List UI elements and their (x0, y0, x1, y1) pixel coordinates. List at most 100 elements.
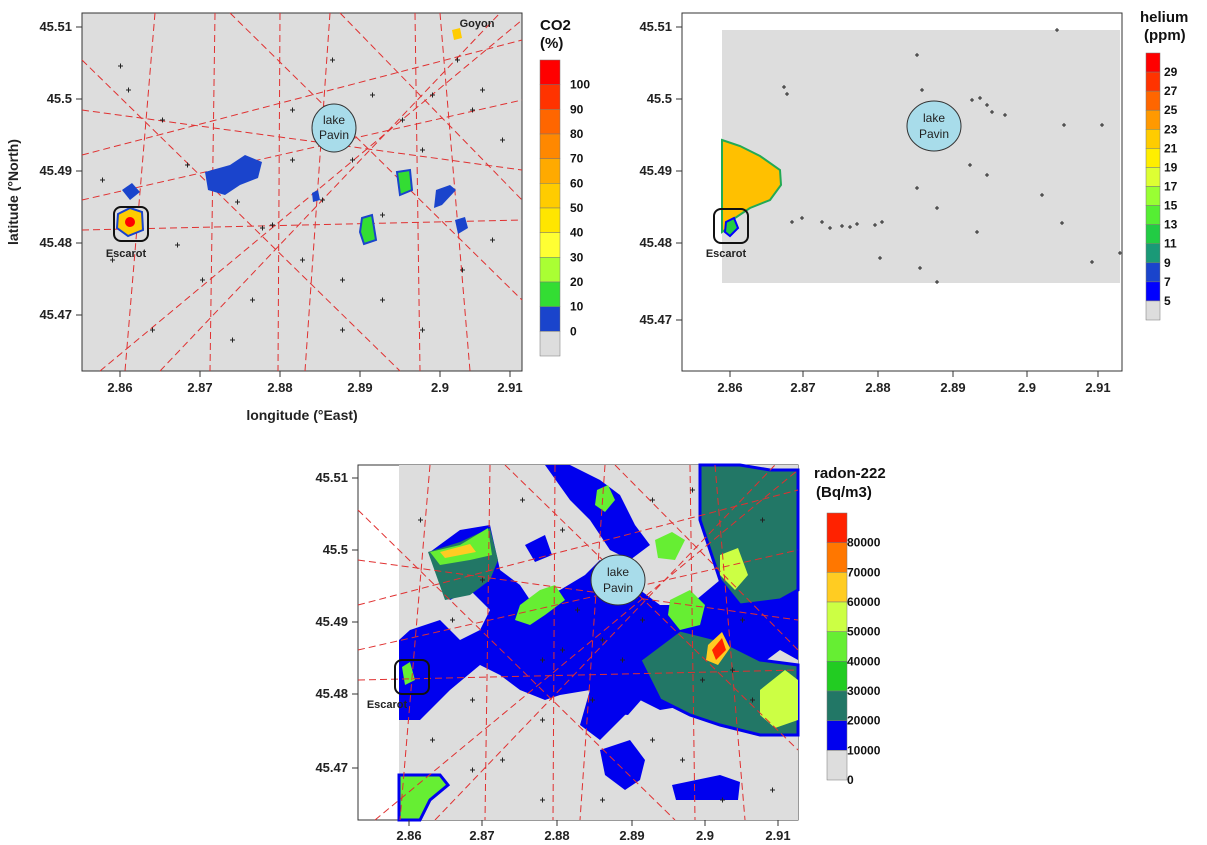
co2-escarot-label: Escarot (106, 248, 147, 260)
helium-legend-swatch (1145, 148, 1161, 168)
radon-legend: radon-222 (Bq/m3) 80000 70000 60000 50000 40… (814, 465, 886, 787)
helium-x-tick-label: 2.91 (1085, 380, 1110, 395)
helium-legend-swatch (1145, 224, 1161, 244)
co2-x-tick-label: 2.86 (107, 380, 132, 395)
co2-anomaly-2 (122, 183, 140, 200)
co2-lake-label-2: Pavin (319, 128, 349, 142)
panel-co2: lake Pavin Escarot Goyon 2.86 2.87 2.88 … (5, 12, 590, 423)
co2-legend-swatch (539, 331, 561, 357)
radon-legend-swatch (826, 750, 848, 781)
co2-anomalies (115, 28, 468, 246)
co2-legend-label: 10 (570, 300, 584, 314)
co2-anomaly-4 (358, 213, 378, 246)
helium-legend-label: 21 (1164, 141, 1178, 155)
radon-anomalies (397, 463, 800, 822)
helium-lake-label-1: lake (923, 111, 945, 125)
helium-legend-swatch (1145, 52, 1161, 73)
co2-legend-label: 70 (570, 152, 584, 166)
helium-legend-swatch (1145, 300, 1161, 321)
co2-legend-swatch (539, 109, 561, 135)
co2-legend-swatch (539, 133, 561, 159)
radon-legend-label: 60000 (847, 595, 881, 609)
co2-anomaly-7 (312, 190, 320, 202)
co2-legend-label: 30 (570, 250, 584, 264)
helium-legend-labels: 29 27 25 23 21 19 17 15 13 11 9 7 5 (1164, 65, 1178, 308)
radon-x-tick-label: 2.91 (765, 828, 790, 843)
co2-y-ticks (76, 26, 82, 316)
radon-x-tick-label: 2.87 (469, 828, 494, 843)
helium-legend-label: 11 (1164, 237, 1177, 251)
co2-anomaly-3 (395, 168, 414, 197)
radon-legend-label: 50000 (847, 625, 881, 639)
co2-legend-swatch (539, 183, 561, 209)
co2-legend-label: 80 (570, 127, 584, 141)
helium-legend-swatches (1145, 52, 1161, 321)
radon-anomaly-center (515, 585, 565, 625)
radon-legend-title-unit: (Bq/m3) (816, 484, 872, 501)
radon-x-ticks (408, 820, 779, 826)
radon-anomaly-mid-blue (600, 740, 645, 790)
helium-legend-swatch (1145, 167, 1161, 187)
helium-legend-label: 5 (1164, 294, 1171, 308)
co2-anomaly-5 (434, 185, 456, 208)
helium-y-ticks (676, 26, 682, 321)
radon-lake-pavin (590, 554, 646, 606)
radon-legend-swatch (826, 601, 848, 632)
panel-radon: lake Pavin Escarot 2.86 2.87 2.88 2.89 2… (315, 463, 886, 843)
radon-x-tick-label: 2.9 (696, 828, 714, 843)
radon-legend-label: 40000 (847, 654, 881, 668)
co2-x-axis-title: longitude (°East) (246, 407, 357, 423)
co2-lake-pavin (311, 103, 357, 153)
radon-legend-label: 20000 (847, 714, 881, 728)
co2-anomaly-escarot-core (125, 217, 135, 227)
co2-legend-swatch (539, 84, 561, 110)
helium-legend-swatch (1145, 109, 1161, 130)
helium-legend-label: 15 (1164, 199, 1178, 213)
co2-legend-label: 0 (570, 324, 577, 338)
helium-lake-label-2: Pavin (919, 127, 949, 141)
radon-anomaly-mid-blue3 (585, 620, 612, 645)
radon-legend-swatch (826, 572, 848, 603)
radon-anomaly-mid-blue2 (525, 535, 552, 562)
radon-lake-label-1: lake (607, 565, 629, 579)
radon-x-tick-label: 2.88 (544, 828, 569, 843)
co2-legend-swatch (539, 207, 561, 233)
co2-escarot-box (113, 206, 149, 242)
helium-legend-swatch (1145, 243, 1161, 264)
radon-escarot-label: Escarot (367, 699, 408, 711)
radon-y-ticks (352, 477, 358, 769)
co2-y-axis-title: latitude (°North) (5, 139, 21, 245)
co2-sample-points (100, 57, 505, 343)
helium-legend-label: 9 (1164, 256, 1171, 270)
radon-anomaly-north (545, 465, 650, 560)
helium-legend-title-unit: (ppm) (1144, 27, 1186, 44)
radon-anomaly-center-blue (595, 670, 650, 715)
co2-fault-lines (81, 12, 523, 372)
helium-legend-label: 13 (1164, 218, 1178, 232)
co2-legend-swatch (539, 281, 561, 307)
helium-x-tick-label: 2.9 (1018, 380, 1036, 395)
radon-legend-swatch (826, 631, 848, 662)
co2-x-tick-label: 2.87 (187, 380, 212, 395)
radon-anomaly-sw (397, 773, 451, 822)
co2-y-tick-label: 45.49 (39, 163, 72, 178)
helium-legend-swatch (1145, 129, 1161, 149)
helium-legend-swatch (1145, 262, 1161, 283)
co2-y-tick-label: 45.51 (39, 19, 72, 34)
co2-legend-swatch (539, 257, 561, 283)
co2-map-area (81, 12, 523, 372)
co2-legend-label: 60 (570, 176, 584, 190)
radon-legend-swatches (826, 512, 848, 781)
helium-legend-label: 19 (1164, 160, 1178, 174)
helium-lake-pavin (906, 100, 962, 152)
helium-legend-label: 25 (1164, 103, 1178, 117)
helium-legend-label: 23 (1164, 122, 1178, 136)
radon-legend-labels: 80000 70000 60000 50000 40000 30000 20000 10000… (847, 536, 881, 787)
helium-y-tick-label: 45.5 (647, 91, 672, 106)
co2-legend-swatch (539, 232, 561, 258)
co2-legend-swatches (539, 59, 561, 357)
co2-legend-label: 50 (570, 201, 584, 215)
radon-y-tick-label: 45.47 (315, 760, 348, 775)
